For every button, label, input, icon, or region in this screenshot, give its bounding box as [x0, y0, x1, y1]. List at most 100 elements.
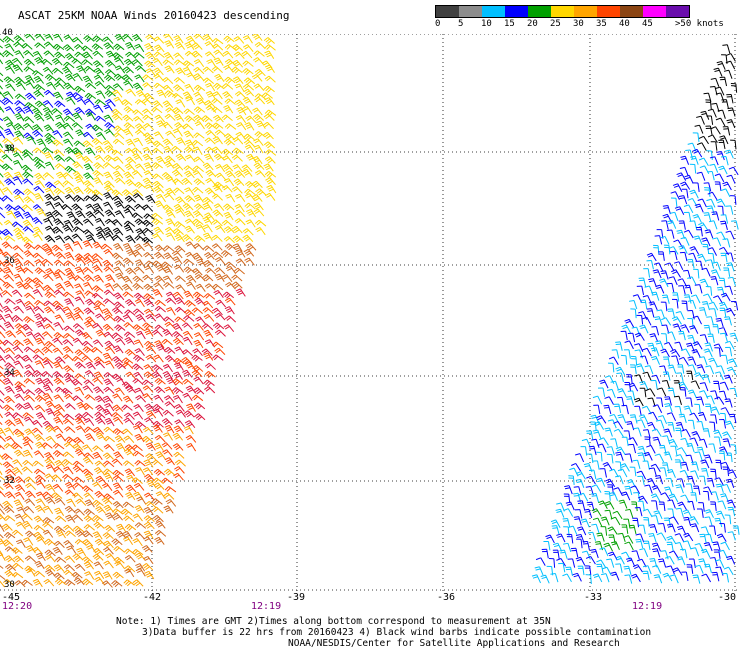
wind-barb-flag — [161, 172, 167, 177]
wind-barb-flag — [86, 260, 92, 265]
wind-barb-flag — [255, 205, 261, 210]
wind-barb-flag — [244, 69, 249, 74]
wind-barb-flag — [257, 72, 263, 76]
wind-barb-flag — [113, 345, 119, 349]
wind-barb — [66, 180, 74, 187]
wind-barb-flag — [66, 301, 72, 305]
wind-barb — [17, 273, 24, 283]
wind-barb-flag — [4, 354, 9, 358]
wind-barb-flag — [125, 414, 131, 418]
wind-barb — [36, 420, 43, 428]
wind-barb-flag — [147, 481, 153, 485]
wind-barb — [116, 416, 124, 425]
wind-barb-flag — [193, 52, 198, 57]
wind-barb-flag — [143, 298, 149, 303]
wind-barb-flag — [102, 245, 108, 250]
wind-barb-flag — [83, 404, 89, 409]
wind-barb-flag — [123, 208, 129, 212]
wind-barb-flag — [265, 142, 271, 147]
wind-barb-flag — [136, 130, 142, 135]
wind-barb-flag — [162, 204, 167, 209]
wind-barb-flag — [93, 177, 99, 181]
wind-barb-flag — [186, 413, 192, 418]
wind-barb — [157, 408, 164, 417]
wind-barb-flag — [15, 261, 21, 266]
wind-barb-flag — [114, 229, 119, 233]
wind-barb-flag — [114, 268, 120, 272]
wind-barb — [229, 194, 236, 203]
wind-barb-flag — [213, 244, 219, 249]
wind-barb-flag — [85, 361, 91, 366]
wind-barb — [107, 435, 115, 443]
wind-barb-flag — [26, 318, 31, 324]
wind-barb-flag — [106, 421, 112, 425]
wind-barb-flag — [185, 147, 191, 152]
wind-barb-flag — [65, 96, 71, 100]
wind-barb-flag — [61, 204, 66, 209]
wind-barb-flag — [22, 449, 28, 453]
wind-barb-flag — [32, 204, 38, 208]
wind-barb — [208, 386, 216, 394]
wind-barb-flag — [63, 441, 69, 446]
wind-barb-flag — [227, 62, 233, 66]
wind-barb-flag — [195, 34, 200, 39]
wind-barb — [129, 88, 136, 97]
wind-barb — [17, 360, 24, 369]
wind-barb — [0, 435, 6, 442]
wind-barb — [88, 370, 96, 378]
wind-barb-flag — [174, 419, 180, 423]
wind-barb — [198, 297, 206, 306]
wind-barb-flag — [121, 404, 126, 409]
wind-barb-flag — [64, 133, 70, 137]
wind-barb-flag — [14, 212, 20, 216]
wind-barb-flag — [83, 187, 89, 192]
wind-barb-flag — [113, 357, 119, 362]
wind-barb-flag — [54, 314, 60, 318]
wind-barb — [0, 196, 5, 202]
wind-barb-flag — [43, 217, 49, 221]
wind-barb-flag — [236, 238, 241, 243]
wind-barb-flag — [74, 283, 80, 287]
wind-barb-flag — [223, 150, 228, 155]
wind-barb-flag — [173, 52, 178, 57]
wind-barb-flag — [43, 347, 48, 353]
wind-barb-flag — [43, 151, 49, 155]
wind-barb-flag — [34, 34, 40, 37]
wind-barb-flag — [116, 304, 122, 309]
wind-barb-flag — [35, 43, 41, 48]
wind-barb-flag — [133, 251, 138, 255]
wind-barb-flag — [96, 165, 102, 170]
wind-barb-flag — [193, 148, 199, 152]
wind-barb — [238, 204, 245, 213]
wind-barb — [56, 484, 64, 492]
wind-barb-flag — [14, 100, 19, 105]
wind-barb — [98, 154, 106, 163]
wind-barb-flag — [66, 368, 72, 373]
wind-barb — [56, 226, 64, 234]
wind-barb-flag — [234, 83, 240, 87]
wind-barb-flag — [72, 323, 78, 328]
wind-barb-flag — [104, 59, 110, 64]
wind-barb-flag — [15, 373, 21, 377]
wind-barb-flag — [202, 216, 208, 220]
wind-barb-flag — [12, 412, 17, 417]
wind-barb — [117, 165, 125, 173]
wind-barb-flag — [186, 443, 192, 446]
wind-barb — [255, 180, 263, 188]
wind-barb — [66, 291, 75, 299]
wind-barb — [36, 252, 44, 260]
wind-barb-flag — [64, 420, 69, 425]
wind-barb-flag — [64, 156, 70, 161]
wind-barb-flag — [213, 49, 219, 54]
wind-barb-flag — [191, 394, 197, 399]
wind-barb-flag — [215, 155, 221, 159]
wind-barb-flag — [195, 86, 200, 91]
wind-barb-flag — [173, 357, 178, 363]
wind-barb — [6, 281, 14, 289]
wind-barb-flag — [205, 42, 211, 47]
wind-barb — [219, 225, 226, 234]
wind-barb-flag — [212, 209, 218, 214]
wind-barb — [126, 362, 134, 370]
wind-barb-flag — [234, 37, 240, 42]
wind-barb-flag — [104, 145, 110, 149]
